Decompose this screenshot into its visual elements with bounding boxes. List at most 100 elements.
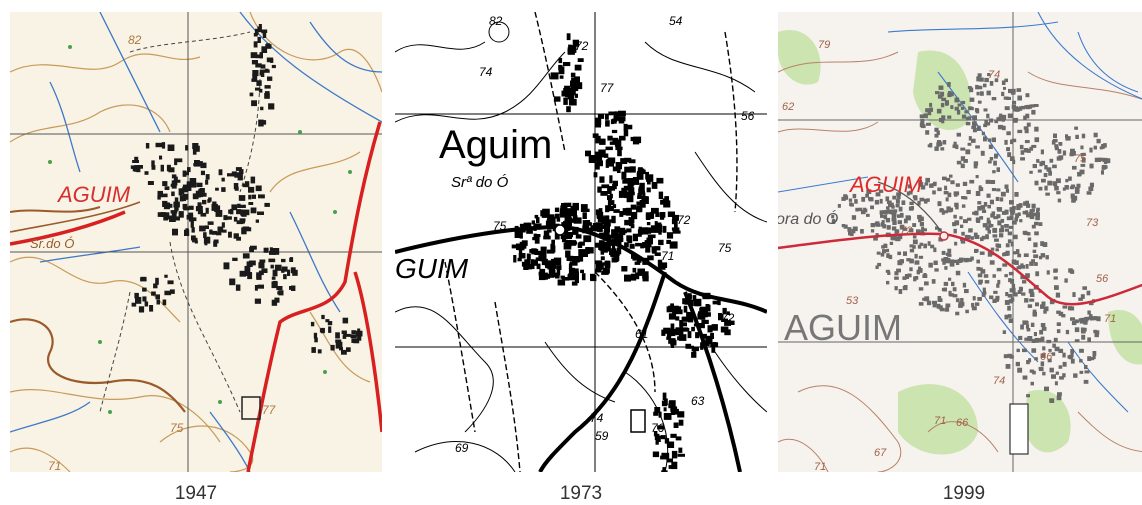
building xyxy=(1002,114,1007,120)
building xyxy=(260,194,265,199)
building xyxy=(335,332,340,339)
building xyxy=(205,179,209,185)
building xyxy=(1087,310,1091,315)
building xyxy=(892,195,897,200)
building xyxy=(992,170,996,174)
building xyxy=(156,299,160,305)
building xyxy=(599,138,606,145)
building xyxy=(574,93,578,98)
building xyxy=(227,173,233,177)
building xyxy=(700,342,704,350)
building xyxy=(917,244,922,249)
building xyxy=(618,118,625,124)
building xyxy=(173,179,181,183)
building xyxy=(159,155,163,160)
building xyxy=(1093,132,1098,138)
building xyxy=(1042,371,1046,376)
building xyxy=(259,52,263,59)
building xyxy=(1034,262,1038,266)
building xyxy=(600,256,605,261)
building xyxy=(909,201,914,205)
building xyxy=(929,102,933,107)
building xyxy=(666,458,673,463)
elevation-label: 54 xyxy=(669,14,683,28)
building xyxy=(581,273,586,281)
building xyxy=(998,115,1004,120)
building xyxy=(1062,352,1066,358)
building xyxy=(619,135,626,141)
building xyxy=(969,179,975,184)
building xyxy=(647,181,651,185)
building xyxy=(1004,228,1009,232)
elevation-label: 72 xyxy=(677,213,691,227)
building xyxy=(341,330,347,335)
building xyxy=(1046,339,1052,344)
building xyxy=(1007,353,1013,358)
building xyxy=(1011,138,1017,143)
building xyxy=(926,198,930,202)
building xyxy=(564,217,573,224)
building xyxy=(196,161,203,167)
building xyxy=(965,149,971,155)
building xyxy=(669,400,676,408)
building xyxy=(1040,336,1045,342)
building xyxy=(1038,367,1044,372)
building xyxy=(691,351,697,358)
building xyxy=(625,207,632,216)
building xyxy=(870,223,876,228)
building xyxy=(968,136,972,141)
building xyxy=(1004,314,1009,320)
building xyxy=(999,113,1003,118)
building xyxy=(172,228,178,236)
building xyxy=(268,258,276,263)
building xyxy=(936,108,942,114)
building xyxy=(257,284,264,289)
vegetation-symbols xyxy=(48,45,352,414)
map-1973: Aguim GUIM Srª do Ó 82 54 72 74 77 56 75… xyxy=(395,12,767,472)
building xyxy=(197,210,203,215)
building xyxy=(947,115,952,119)
building xyxy=(946,257,951,263)
building xyxy=(575,79,580,87)
building xyxy=(1025,113,1030,119)
building xyxy=(999,228,1003,233)
building xyxy=(203,232,207,238)
building xyxy=(518,253,526,259)
building xyxy=(957,103,962,107)
building xyxy=(568,263,573,270)
building xyxy=(965,121,971,126)
building xyxy=(986,217,990,222)
building xyxy=(1069,306,1075,311)
building xyxy=(942,260,946,265)
building xyxy=(631,211,638,220)
building xyxy=(887,271,891,275)
building xyxy=(993,290,998,294)
building xyxy=(571,281,578,286)
building xyxy=(946,177,951,182)
building xyxy=(1016,88,1022,92)
building xyxy=(1019,219,1023,223)
building xyxy=(1080,145,1084,150)
building xyxy=(335,341,343,349)
elevation-label: 71 xyxy=(814,461,826,472)
building xyxy=(595,242,600,248)
building xyxy=(726,311,730,315)
elevation-label: 75 xyxy=(718,241,732,255)
building xyxy=(668,340,677,344)
building xyxy=(1039,161,1043,167)
building xyxy=(575,203,579,209)
building xyxy=(189,178,197,184)
building xyxy=(699,306,708,313)
building xyxy=(932,302,937,308)
building xyxy=(990,213,995,218)
building xyxy=(686,311,694,319)
building xyxy=(948,277,952,281)
building xyxy=(1012,251,1017,255)
building xyxy=(1010,91,1016,95)
building xyxy=(881,245,885,249)
building xyxy=(216,231,222,236)
building xyxy=(536,263,541,270)
building xyxy=(860,209,866,215)
building xyxy=(948,92,952,96)
building xyxy=(671,408,679,415)
